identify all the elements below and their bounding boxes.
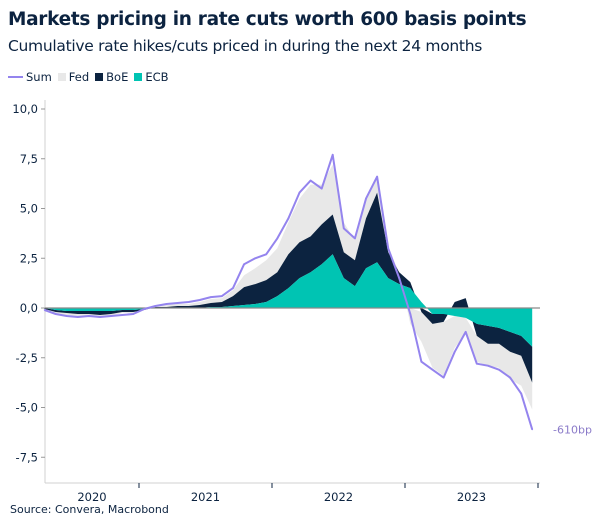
point-sum (509, 376, 511, 379)
legend-label-boe: BoE (106, 70, 129, 84)
legend-swatch-ecb (134, 73, 143, 81)
legend-item-fed: Fed (57, 70, 90, 84)
point-sum (464, 331, 467, 333)
y-tick-label: 5,0 (20, 202, 38, 216)
point-sum (121, 314, 123, 316)
point-sum (187, 301, 190, 303)
point-sum (65, 315, 68, 317)
legend-swatch-sum (8, 76, 23, 78)
end-label-sum: -610bp (553, 423, 592, 436)
point-sum (110, 315, 112, 317)
point-sum (276, 237, 279, 240)
x-tick-label: 2023 (457, 490, 486, 504)
point-sum (198, 299, 201, 301)
legend-swatch-boe (95, 73, 104, 81)
point-sum (320, 187, 323, 190)
y-tick-label: 7,5 (20, 152, 38, 166)
x-tick-label: 2022 (324, 490, 353, 504)
point-sum (243, 263, 245, 266)
legend-label-fed: Fed (68, 70, 90, 84)
x-tick-label: 2021 (191, 490, 220, 504)
legend-label-ecb: ECB (145, 70, 169, 84)
point-sum (143, 308, 146, 310)
point-sum (409, 313, 412, 315)
point-sum (154, 305, 157, 307)
y-tick-label: 10,0 (12, 102, 38, 116)
point-sum (398, 277, 401, 279)
area-boe (44, 192, 533, 383)
x-tick-label: 2020 (77, 490, 106, 504)
point-sum (365, 197, 367, 200)
point-sum (265, 253, 268, 256)
point-sum (176, 302, 179, 304)
point-sum (442, 376, 445, 379)
point-sum (498, 368, 500, 371)
point-sum (287, 217, 290, 220)
point-sum (487, 364, 489, 367)
y-tick-label: -2,5 (16, 351, 38, 365)
y-tick-label: -5,0 (16, 401, 38, 415)
area-ecb (44, 254, 533, 347)
legend: Sum Fed BoE ECB (8, 70, 175, 84)
point-sum (88, 315, 90, 317)
point-sum (254, 257, 256, 260)
point-sum (54, 313, 57, 315)
legend-swatch-fed (57, 73, 66, 81)
point-sum (453, 350, 456, 353)
point-sum (132, 313, 135, 315)
point-sum (309, 179, 312, 182)
point-sum (165, 303, 168, 305)
point-sum (210, 296, 212, 298)
legend-item-sum: Sum (8, 70, 52, 84)
point-sum (99, 316, 101, 318)
point-sum (387, 247, 389, 250)
point-sum (420, 360, 423, 363)
point-sum (343, 227, 345, 230)
y-tick-label: -7,5 (16, 450, 38, 464)
y-tick-label: 2,5 (20, 251, 38, 265)
chart-subtitle: Cumulative rate hikes/cuts priced in dur… (8, 37, 483, 55)
point-sum (476, 362, 478, 365)
legend-item-ecb: ECB (134, 70, 169, 84)
source-note: Source: Convera, Macrobond (10, 503, 169, 516)
legend-label-sum: Sum (26, 70, 52, 84)
point-sum (376, 175, 378, 178)
point-sum (77, 316, 79, 318)
point-sum (431, 368, 434, 371)
point-sum (221, 295, 223, 297)
point-sum (298, 191, 301, 194)
point-sum (520, 392, 522, 395)
legend-item-boe: BoE (95, 70, 128, 84)
chart-title: Markets pricing in rate cuts worth 600 b… (8, 9, 527, 30)
point-sum (43, 309, 46, 311)
point-sum (531, 428, 534, 431)
point-sum (232, 287, 234, 289)
point-sum (354, 237, 356, 240)
y-tick-label: 0,0 (20, 301, 38, 315)
point-sum (331, 153, 334, 156)
